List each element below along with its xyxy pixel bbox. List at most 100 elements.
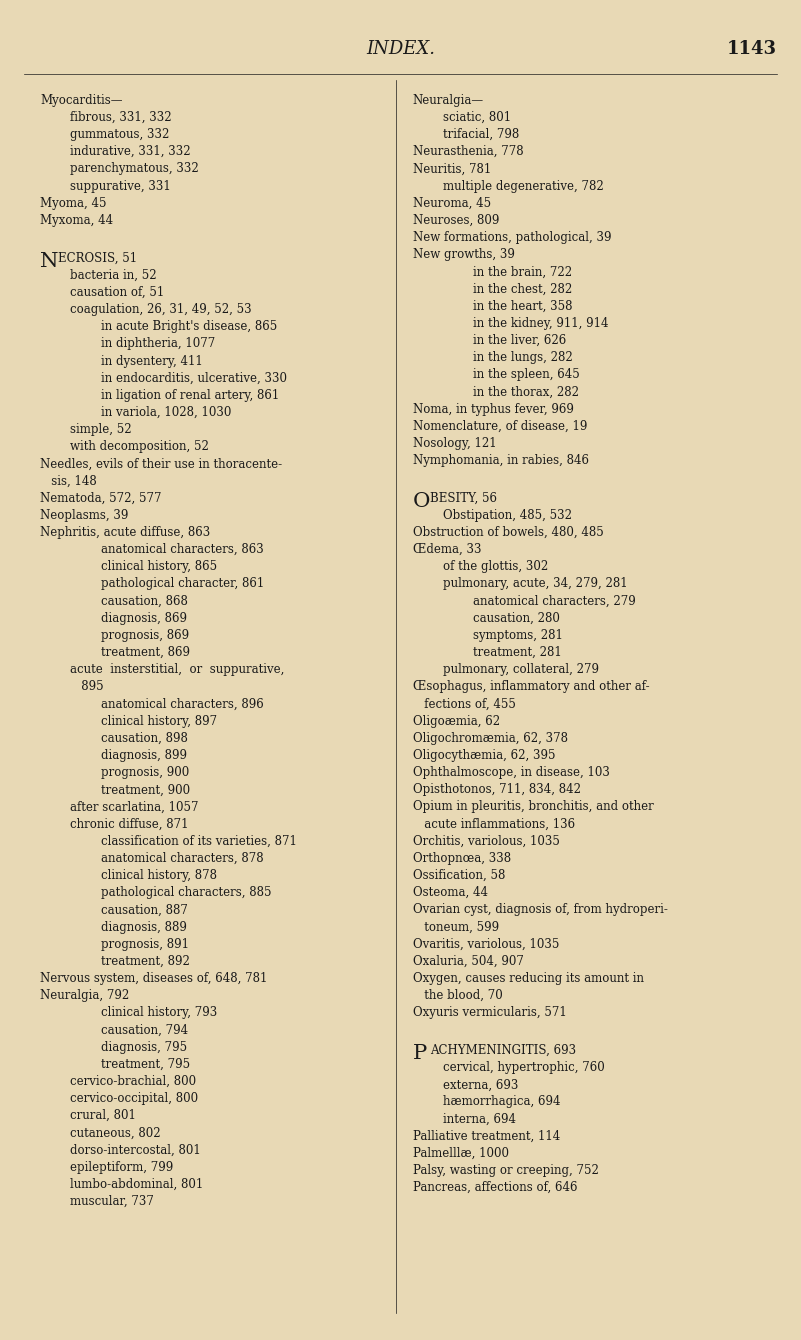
Text: epileptiform, 799: epileptiform, 799 xyxy=(70,1160,174,1174)
Text: the blood, 70: the blood, 70 xyxy=(413,989,502,1002)
Text: interna, 694: interna, 694 xyxy=(443,1112,516,1126)
Text: sciatic, 801: sciatic, 801 xyxy=(443,111,511,125)
Text: after scarlatina, 1057: after scarlatina, 1057 xyxy=(70,800,199,813)
Text: coagulation, 26, 31, 49, 52, 53: coagulation, 26, 31, 49, 52, 53 xyxy=(70,303,252,316)
Text: Orchitis, variolous, 1035: Orchitis, variolous, 1035 xyxy=(413,835,559,848)
Text: toneum, 599: toneum, 599 xyxy=(413,921,499,934)
Text: BESITY, 56: BESITY, 56 xyxy=(430,492,497,505)
Text: diagnosis, 795: diagnosis, 795 xyxy=(101,1041,187,1053)
Text: acute  insterstitial,  or  suppurative,: acute insterstitial, or suppurative, xyxy=(70,663,285,677)
Text: P: P xyxy=(413,1044,427,1063)
Text: Nephritis, acute diffuse, 863: Nephritis, acute diffuse, 863 xyxy=(40,527,211,539)
Text: in the chest, 282: in the chest, 282 xyxy=(473,283,573,296)
Text: Myoma, 45: Myoma, 45 xyxy=(40,197,107,210)
Text: trifacial, 798: trifacial, 798 xyxy=(443,129,519,141)
Text: Oligochromæmia, 62, 378: Oligochromæmia, 62, 378 xyxy=(413,732,568,745)
Text: anatomical characters, 896: anatomical characters, 896 xyxy=(101,698,264,710)
Text: pathological character, 861: pathological character, 861 xyxy=(101,578,264,591)
Text: in variola, 1028, 1030: in variola, 1028, 1030 xyxy=(101,406,231,419)
Text: simple, 52: simple, 52 xyxy=(70,423,132,436)
Text: cutaneous, 802: cutaneous, 802 xyxy=(70,1127,161,1139)
Text: Opium in pleuritis, bronchitis, and other: Opium in pleuritis, bronchitis, and othe… xyxy=(413,800,654,813)
Text: in ligation of renal artery, 861: in ligation of renal artery, 861 xyxy=(101,389,280,402)
Text: 895: 895 xyxy=(70,681,104,693)
Text: Neurasthenia, 778: Neurasthenia, 778 xyxy=(413,145,523,158)
Text: in the spleen, 645: in the spleen, 645 xyxy=(473,369,580,382)
Text: Nematoda, 572, 577: Nematoda, 572, 577 xyxy=(40,492,162,505)
Text: prognosis, 900: prognosis, 900 xyxy=(101,766,189,779)
Text: 1143: 1143 xyxy=(727,40,777,58)
Text: cervical, hypertrophic, 760: cervical, hypertrophic, 760 xyxy=(443,1061,605,1075)
Text: in the liver, 626: in the liver, 626 xyxy=(473,334,566,347)
Text: suppurative, 331: suppurative, 331 xyxy=(70,180,171,193)
Text: Opisthotonos, 711, 834, 842: Opisthotonos, 711, 834, 842 xyxy=(413,784,581,796)
Text: Œsophagus, inflammatory and other af-: Œsophagus, inflammatory and other af- xyxy=(413,681,649,693)
Text: Orthopnœa, 338: Orthopnœa, 338 xyxy=(413,852,511,864)
Text: clinical history, 878: clinical history, 878 xyxy=(101,870,217,882)
Text: ECROSIS, 51: ECROSIS, 51 xyxy=(58,252,137,264)
Text: Osteoma, 44: Osteoma, 44 xyxy=(413,886,488,899)
Text: causation, 280: causation, 280 xyxy=(473,612,560,624)
Text: clinical history, 897: clinical history, 897 xyxy=(101,714,217,728)
Text: Neoplasms, 39: Neoplasms, 39 xyxy=(40,509,128,521)
Text: dorso-intercostal, 801: dorso-intercostal, 801 xyxy=(70,1143,201,1156)
Text: indurative, 331, 332: indurative, 331, 332 xyxy=(70,145,191,158)
Text: Needles, evils of their use in thoracente-: Needles, evils of their use in thoracent… xyxy=(40,457,282,470)
Text: treatment, 281: treatment, 281 xyxy=(473,646,562,659)
Text: pulmonary, acute, 34, 279, 281: pulmonary, acute, 34, 279, 281 xyxy=(443,578,627,591)
Text: Ovarian cyst, diagnosis of, from hydroperi-: Ovarian cyst, diagnosis of, from hydrope… xyxy=(413,903,667,917)
Text: anatomical characters, 863: anatomical characters, 863 xyxy=(101,543,264,556)
Text: in the thorax, 282: in the thorax, 282 xyxy=(473,386,579,398)
Text: Noma, in typhus fever, 969: Noma, in typhus fever, 969 xyxy=(413,402,574,415)
Text: externa, 693: externa, 693 xyxy=(443,1079,518,1091)
Text: in dysentery, 411: in dysentery, 411 xyxy=(101,355,203,367)
Text: in diphtheria, 1077: in diphtheria, 1077 xyxy=(101,338,215,350)
Text: O: O xyxy=(413,492,430,511)
Text: Neuroma, 45: Neuroma, 45 xyxy=(413,197,491,210)
Text: Nosology, 121: Nosology, 121 xyxy=(413,437,496,450)
Text: Oxygen, causes reducing its amount in: Oxygen, causes reducing its amount in xyxy=(413,972,643,985)
Text: Obstruction of bowels, 480, 485: Obstruction of bowels, 480, 485 xyxy=(413,527,603,539)
Text: Palliative treatment, 114: Palliative treatment, 114 xyxy=(413,1130,560,1143)
Text: lumbo-abdominal, 801: lumbo-abdominal, 801 xyxy=(70,1178,203,1191)
Text: parenchymatous, 332: parenchymatous, 332 xyxy=(70,162,199,176)
Text: Nervous system, diseases of, 648, 781: Nervous system, diseases of, 648, 781 xyxy=(40,972,268,985)
Text: hæmorrhagica, 694: hæmorrhagica, 694 xyxy=(443,1096,561,1108)
Text: pulmonary, collateral, 279: pulmonary, collateral, 279 xyxy=(443,663,599,677)
Text: in the lungs, 282: in the lungs, 282 xyxy=(473,351,574,364)
Text: Ossification, 58: Ossification, 58 xyxy=(413,870,505,882)
Text: Oligoæmia, 62: Oligoæmia, 62 xyxy=(413,714,500,728)
Text: Palsy, wasting or creeping, 752: Palsy, wasting or creeping, 752 xyxy=(413,1164,598,1177)
Text: causation, 898: causation, 898 xyxy=(101,732,187,745)
Text: with decomposition, 52: with decomposition, 52 xyxy=(70,441,209,453)
Text: Ophthalmoscope, in disease, 103: Ophthalmoscope, in disease, 103 xyxy=(413,766,610,779)
Text: Neuritis, 781: Neuritis, 781 xyxy=(413,162,491,176)
Text: cervico-occipital, 800: cervico-occipital, 800 xyxy=(70,1092,199,1106)
Text: prognosis, 891: prognosis, 891 xyxy=(101,938,189,950)
Text: Oxaluria, 504, 907: Oxaluria, 504, 907 xyxy=(413,955,523,967)
Text: anatomical characters, 279: anatomical characters, 279 xyxy=(473,595,636,607)
Text: treatment, 795: treatment, 795 xyxy=(101,1057,190,1071)
Text: ACHYMENINGITIS, 693: ACHYMENINGITIS, 693 xyxy=(430,1044,576,1057)
Text: Nymphomania, in rabies, 846: Nymphomania, in rabies, 846 xyxy=(413,454,589,468)
Text: New formations, pathological, 39: New formations, pathological, 39 xyxy=(413,230,611,244)
Text: Oxyuris vermicularis, 571: Oxyuris vermicularis, 571 xyxy=(413,1006,566,1020)
Text: diagnosis, 899: diagnosis, 899 xyxy=(101,749,187,762)
Text: clinical history, 793: clinical history, 793 xyxy=(101,1006,217,1020)
Text: multiple degenerative, 782: multiple degenerative, 782 xyxy=(443,180,604,193)
Text: pathological characters, 885: pathological characters, 885 xyxy=(101,886,272,899)
Text: INDEX.: INDEX. xyxy=(366,40,435,58)
Text: muscular, 737: muscular, 737 xyxy=(70,1195,155,1207)
Text: in endocarditis, ulcerative, 330: in endocarditis, ulcerative, 330 xyxy=(101,371,287,385)
Text: Pancreas, affections of, 646: Pancreas, affections of, 646 xyxy=(413,1182,577,1194)
Text: Œdema, 33: Œdema, 33 xyxy=(413,543,481,556)
Text: in the heart, 358: in the heart, 358 xyxy=(473,300,573,312)
Text: treatment, 869: treatment, 869 xyxy=(101,646,190,659)
Text: acute inflammations, 136: acute inflammations, 136 xyxy=(413,817,574,831)
Text: Myxoma, 44: Myxoma, 44 xyxy=(40,214,113,226)
Text: of the glottis, 302: of the glottis, 302 xyxy=(443,560,548,574)
Text: treatment, 892: treatment, 892 xyxy=(101,955,190,967)
Text: fections of, 455: fections of, 455 xyxy=(413,698,515,710)
Text: classification of its varieties, 871: classification of its varieties, 871 xyxy=(101,835,297,848)
Text: sis, 148: sis, 148 xyxy=(40,474,97,488)
